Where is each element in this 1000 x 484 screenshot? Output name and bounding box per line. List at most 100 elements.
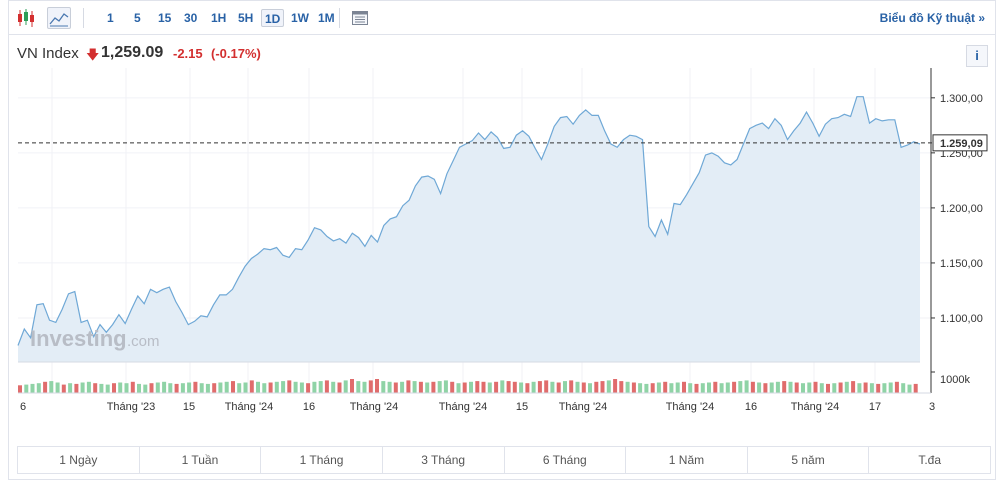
range-button[interactable]: 1 Ngày xyxy=(18,447,140,473)
x-tick-label: 3 xyxy=(929,401,935,413)
volume-bar xyxy=(863,382,868,393)
volume-bar xyxy=(563,381,567,393)
range-button[interactable]: 6 Tháng xyxy=(505,447,627,473)
range-button[interactable]: 3 Tháng xyxy=(383,447,505,473)
volume-bar xyxy=(512,381,517,393)
volume-bar xyxy=(224,381,229,393)
last-price-label: 1.259,09 xyxy=(940,138,983,150)
range-button[interactable]: 1 Năm xyxy=(626,447,748,473)
volume-bar xyxy=(118,382,123,393)
volume-bar xyxy=(443,380,448,393)
last-price: 1,259.09 xyxy=(101,44,164,61)
volume-bar xyxy=(569,380,574,393)
volume-bar xyxy=(281,381,286,393)
volume-bar xyxy=(750,381,755,393)
volume-bar xyxy=(231,381,235,393)
range-button[interactable]: 5 năm xyxy=(748,447,870,473)
volume-bar xyxy=(826,383,830,393)
volume-bar xyxy=(375,379,379,393)
volume-bar xyxy=(782,381,787,393)
volume-bar xyxy=(606,380,611,393)
volume-bar xyxy=(807,382,812,393)
info-button[interactable]: i xyxy=(966,45,988,67)
volume-bar xyxy=(894,381,899,393)
volume-bar xyxy=(268,382,273,393)
area-chart-icon[interactable] xyxy=(47,7,71,29)
last-price-tag xyxy=(932,134,988,152)
volume-bar xyxy=(174,383,179,393)
volume-bar xyxy=(168,383,173,393)
volume-bar xyxy=(801,383,805,393)
candlestick-icon[interactable] xyxy=(14,7,38,29)
interval-1m[interactable]: 1M xyxy=(318,11,335,25)
volume-bar xyxy=(588,383,592,393)
toolbar-divider xyxy=(83,8,84,28)
calendar-icon[interactable] xyxy=(351,9,369,27)
volume-bar xyxy=(644,383,649,393)
volume-bar xyxy=(293,381,298,393)
volume-bar xyxy=(99,383,104,393)
volume-bar xyxy=(262,383,267,393)
volume-bar xyxy=(669,383,674,393)
volume-bar xyxy=(450,381,455,393)
volume-bar xyxy=(18,385,22,393)
volume-bar xyxy=(525,383,530,393)
volume-bar xyxy=(199,383,204,393)
interval-5[interactable]: 5 xyxy=(134,11,141,25)
interval-1[interactable]: 1 xyxy=(107,11,114,25)
range-button[interactable]: 1 Tuần xyxy=(140,447,262,473)
volume-bar xyxy=(393,382,398,393)
range-button[interactable]: 1 Tháng xyxy=(261,447,383,473)
interval-1d[interactable]: 1D xyxy=(261,9,285,27)
volume-bar xyxy=(312,381,317,393)
volume-bar xyxy=(713,381,718,393)
volume-bar xyxy=(124,383,129,393)
volume-bar xyxy=(406,380,411,393)
volume-bar xyxy=(675,382,680,393)
interval-5h[interactable]: 5H xyxy=(238,11,254,25)
volume-bar xyxy=(61,384,66,393)
volume-bar xyxy=(775,381,780,393)
volume-bar xyxy=(324,380,329,393)
volume-bar xyxy=(544,380,549,393)
volume-bar xyxy=(437,381,442,393)
interval-1h[interactable]: 1H xyxy=(211,11,227,25)
volume-bar xyxy=(418,381,423,393)
y-tick-label: 1.300,00 xyxy=(940,93,983,105)
volume-bar xyxy=(86,381,91,393)
volume-bar xyxy=(738,381,743,393)
volume-bar xyxy=(162,381,167,393)
volume-bar xyxy=(876,383,881,393)
volume-bar xyxy=(550,381,555,393)
volume-bar xyxy=(838,382,843,393)
x-tick-label: Tháng '24 xyxy=(559,401,608,413)
volume-bar xyxy=(600,381,605,393)
volume-bar xyxy=(318,381,323,393)
x-tick-label: 16 xyxy=(303,401,315,413)
volume-bar xyxy=(112,383,116,393)
symbol-name: VN Index xyxy=(17,45,79,62)
down-arrow-icon: 🡇 xyxy=(86,47,100,62)
volume-label: 1000k xyxy=(940,374,970,386)
range-button[interactable]: T.đa xyxy=(918,453,942,467)
volume-bar xyxy=(851,381,856,393)
volume-bar xyxy=(901,383,906,393)
volume-bar xyxy=(180,383,185,393)
volume-bar xyxy=(80,382,85,393)
volume-bar xyxy=(469,381,473,393)
volume-bar xyxy=(49,381,54,393)
interval-15[interactable]: 15 xyxy=(158,11,172,25)
interval-1w[interactable]: 1W xyxy=(291,11,309,25)
technical-chart-link[interactable]: Biểu đồ Kỹ thuật » xyxy=(879,11,985,25)
interval-30[interactable]: 30 xyxy=(184,11,198,25)
volume-bar xyxy=(619,381,624,393)
volume-bar xyxy=(832,383,837,393)
volume-bar xyxy=(456,383,461,393)
volume-bar xyxy=(656,382,661,393)
volume-bar xyxy=(537,381,542,393)
volume-bar xyxy=(888,382,893,393)
volume-bar xyxy=(356,381,361,393)
volume-bar xyxy=(343,380,348,393)
volume-bar xyxy=(556,382,561,393)
volume-bar xyxy=(187,382,192,393)
